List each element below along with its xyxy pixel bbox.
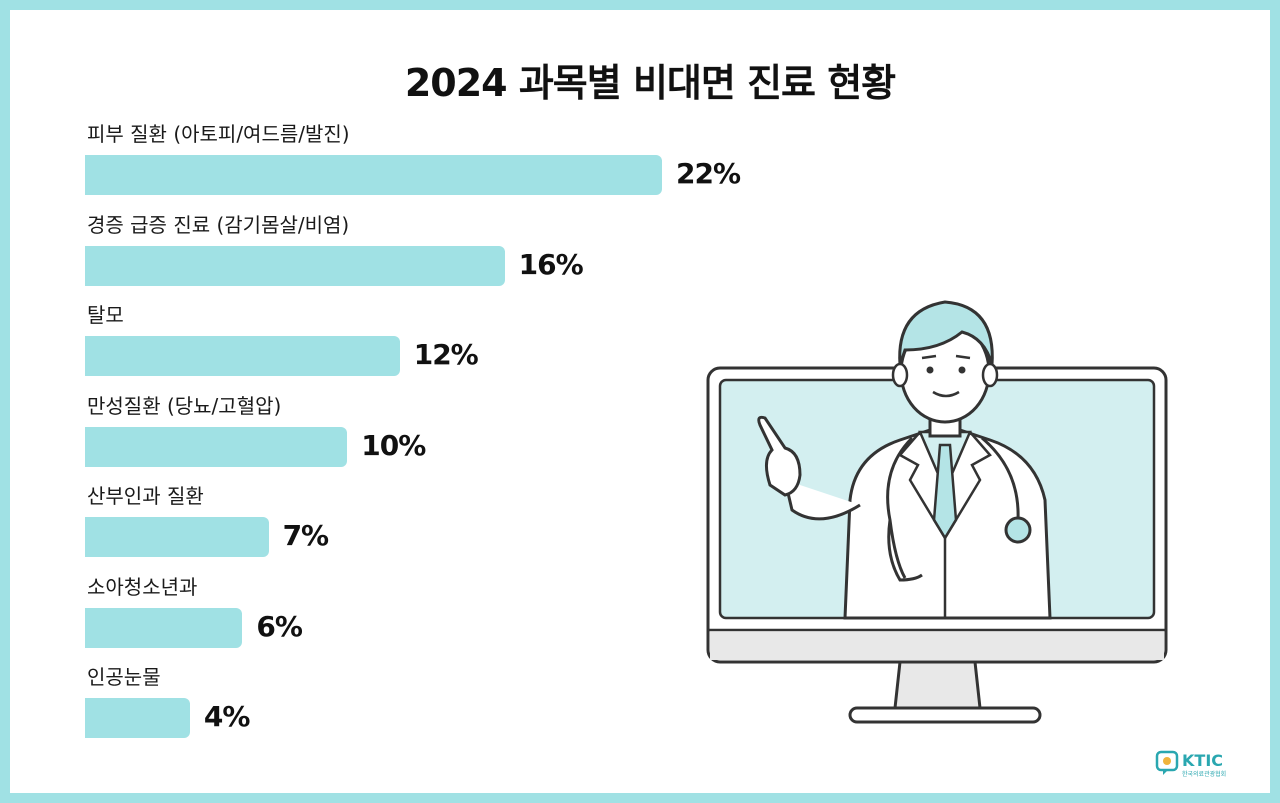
value-label: 6% [256,609,303,643]
value-label: 22% [676,157,741,190]
bar [85,426,348,467]
category-label: 산부인과 질환 [87,484,204,508]
category-label: 탈모 [87,303,124,327]
category-label: 소아청소년과 [87,574,198,599]
value-label: 16% [518,247,584,281]
ktic-logo: KTIC 한국의료관광협회 [1155,750,1226,778]
value-label: 4% [203,700,251,733]
value-label: 12% [413,338,479,371]
bar [85,607,243,648]
category-label: 만성질환 (당뇨/고혈압) [87,393,282,418]
category-label: 경증 급증 진료 (감기몸살/비염) [87,212,350,237]
bar [85,517,269,557]
logo-subtext: 한국의료관광협회 [1182,770,1226,778]
bar [85,245,505,286]
value-label: 7% [282,519,330,552]
logo-text: KTIC [1182,751,1223,770]
value-label: 10% [361,428,426,462]
category-label: 인공눈물 [87,665,161,689]
bar [85,336,400,376]
bar [85,698,190,738]
doctor-in-monitor-icon [706,300,1168,724]
bar [85,155,662,195]
category-label: 피부 질환 (아토피/여드름/발진) [87,122,350,146]
chart-title: 2024 과목별 비대면 진료 현황 [404,61,896,105]
